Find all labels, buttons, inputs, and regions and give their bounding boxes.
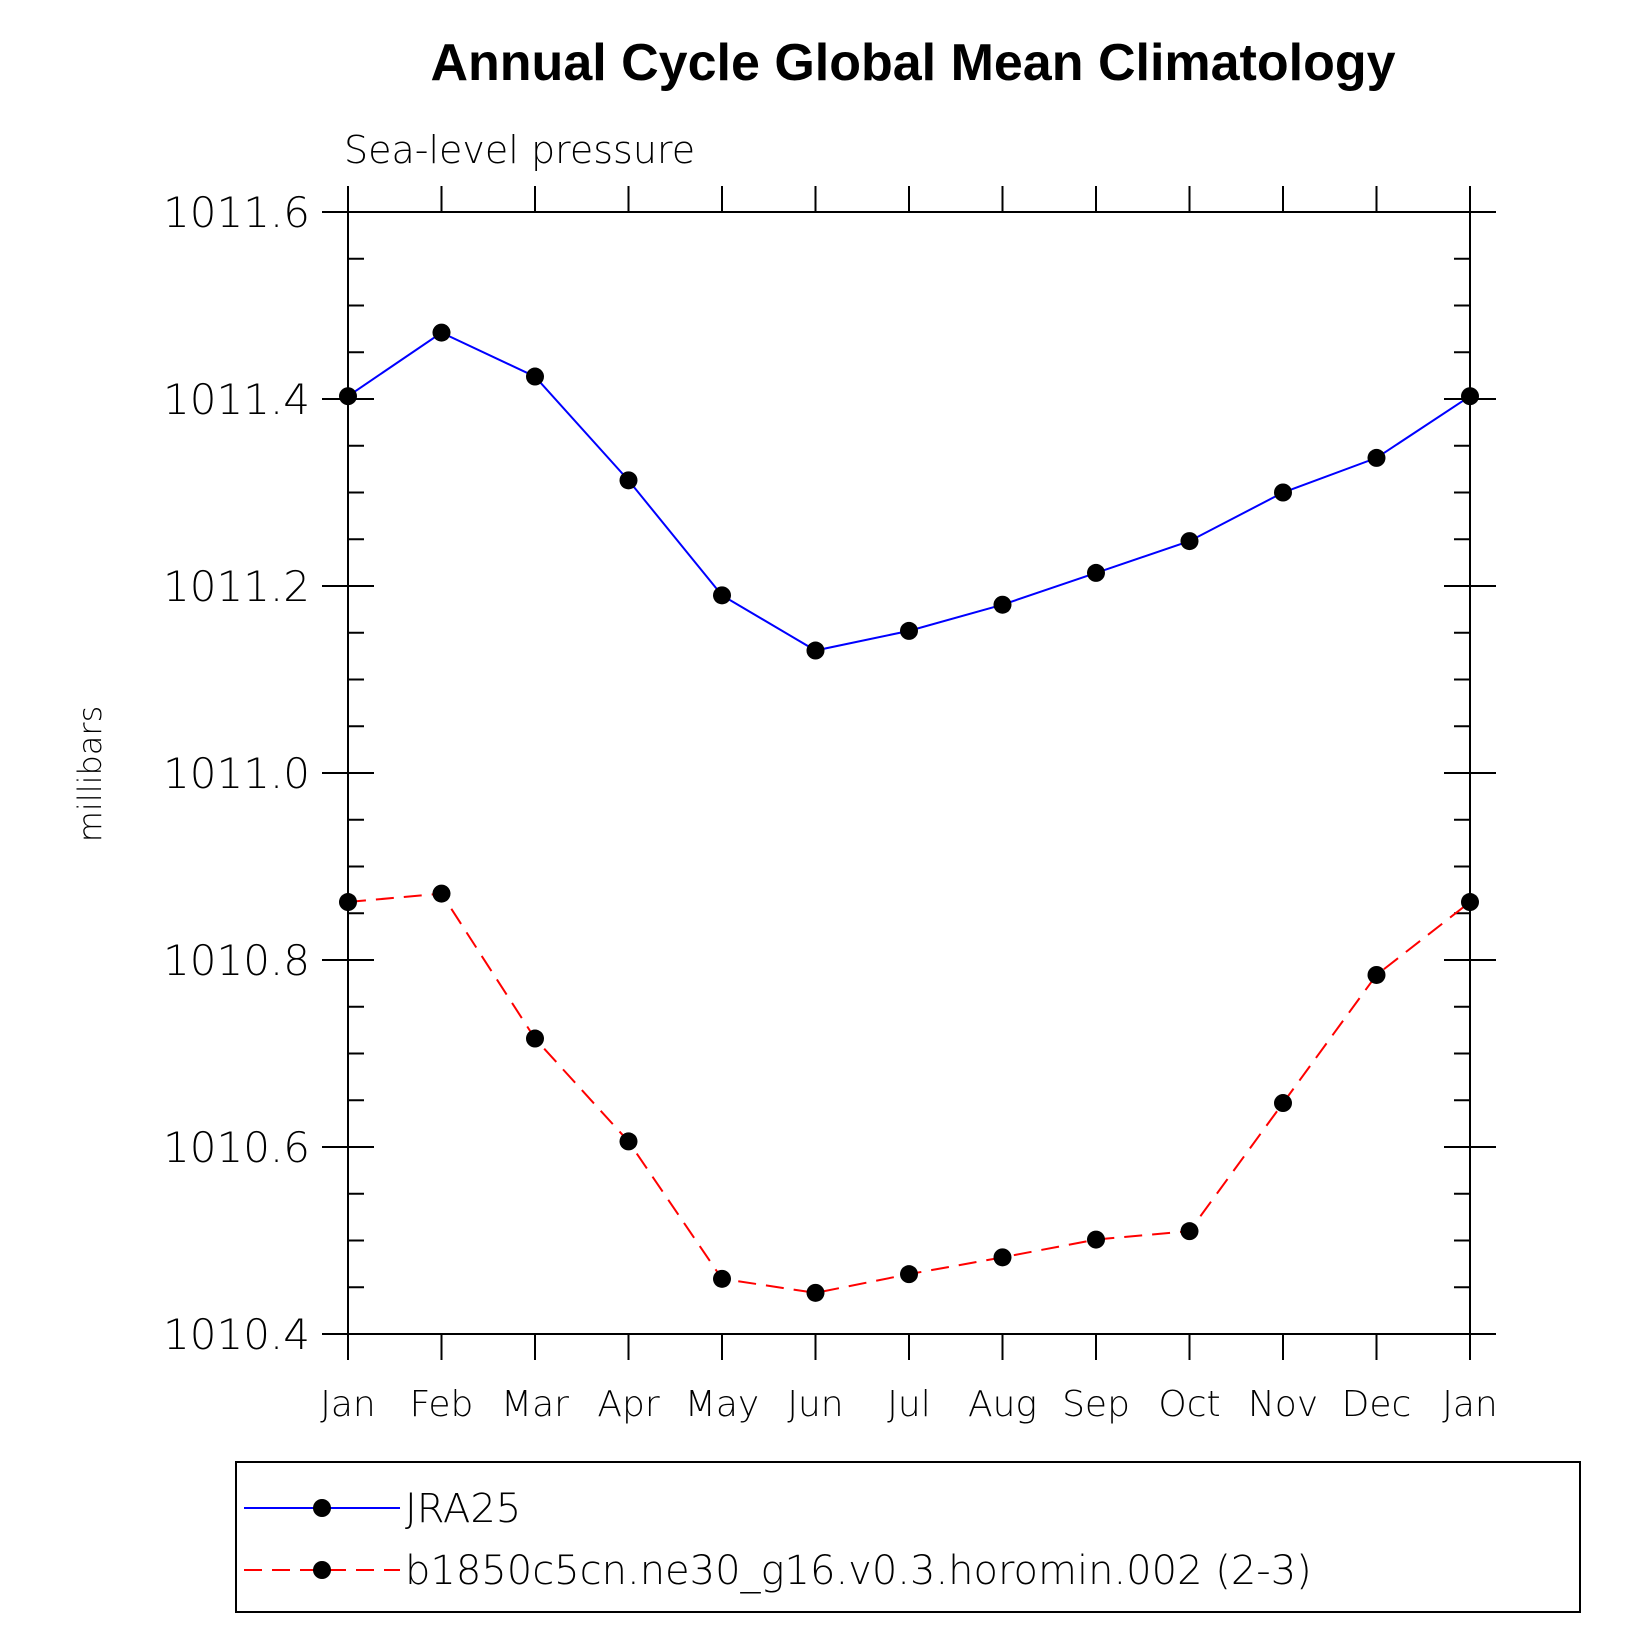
legend-box	[235, 1461, 1581, 1613]
data-point-s0-11	[1367, 448, 1386, 467]
data-point-s0-10	[1274, 483, 1292, 502]
data-point-s1-2	[526, 1029, 544, 1048]
data-point-s0-6	[900, 621, 918, 640]
plot-border	[347, 211, 1471, 1335]
data-point-s1-10	[1274, 1094, 1292, 1113]
series-line-1	[347, 892, 1471, 1294]
data-point-s1-6	[900, 1265, 918, 1284]
legend: JRA25 b1850c5cn.ne30_g16.v0.3.horomin.00…	[235, 1461, 1581, 1613]
data-point-s1-1	[432, 884, 451, 903]
data-point-s0-3	[619, 471, 638, 490]
y-tick-labels: 1010.4 1010.6 1010.8 1011.0 1011.2 1011.4 1011…	[163, 188, 310, 1359]
data-point-s0-0	[339, 387, 357, 406]
series-line-0	[347, 331, 1471, 652]
data-point-s1-11	[1367, 965, 1386, 984]
x-tick-label: Mar	[501, 1384, 569, 1425]
data-point-s0-2	[526, 367, 544, 386]
data-point-s1-3	[619, 1132, 638, 1151]
data-point-s0-4	[713, 586, 731, 605]
x-tick-label: Nov	[1248, 1384, 1318, 1425]
x-tick-label: Aug	[968, 1384, 1037, 1425]
x-tick-label: Sep	[1062, 1384, 1130, 1425]
series-group	[339, 323, 1479, 1302]
x-tick-label: Jan	[320, 1384, 376, 1425]
data-point-s0-8	[1087, 563, 1105, 582]
y-tick-label: 1011.2	[163, 562, 310, 611]
y-tick-label: 1010.8	[163, 936, 310, 985]
data-point-s1-4	[713, 1269, 731, 1288]
y-tick-label: 1010.6	[163, 1123, 310, 1172]
data-point-s1-0	[339, 893, 357, 912]
x-tick-label: Feb	[410, 1384, 474, 1425]
data-point-s0-9	[1180, 532, 1199, 551]
data-point-s0-5	[806, 641, 825, 660]
x-tick-label: Jun	[787, 1384, 843, 1425]
chart-title: Annual Cycle Global Mean Climatology	[430, 34, 1395, 92]
data-point-s1-12	[1461, 893, 1479, 912]
y-tick-label: 1011.0	[163, 749, 310, 798]
x-tick-label: Apr	[597, 1384, 659, 1425]
x-tick-label: Oct	[1158, 1384, 1220, 1425]
data-point-s1-5	[806, 1283, 825, 1302]
chart-subtitle: Sea-level pressure	[344, 128, 695, 172]
data-point-s0-12	[1461, 387, 1479, 406]
y-tick-label: 1010.4	[163, 1310, 310, 1359]
y-axis-label: millibars	[71, 706, 109, 842]
data-point-s1-8	[1087, 1230, 1105, 1249]
legend-label-jra25: JRA25	[405, 1486, 521, 1532]
legend-marker-model	[313, 1561, 331, 1579]
y-tick-label: 1011.6	[163, 188, 310, 237]
data-point-s0-1	[432, 323, 451, 342]
data-point-s1-9	[1180, 1222, 1199, 1241]
data-point-s1-7	[993, 1248, 1012, 1267]
x-tick-label: Dec	[1342, 1384, 1412, 1425]
x-tick-label: May	[685, 1384, 759, 1425]
y-tick-label: 1011.4	[163, 375, 310, 424]
plot-frame	[322, 186, 1496, 1360]
x-tick-label: Jul	[887, 1384, 930, 1425]
legend-marker-jra25	[313, 1499, 331, 1517]
x-tick-labels: Jan Feb Mar Apr May Jun Jul Aug Sep Oct Nov Dec Jan	[320, 1384, 1498, 1425]
x-tick-label: Jan	[1442, 1384, 1498, 1425]
data-point-s0-7	[993, 595, 1012, 614]
legend-label-model: b1850c5cn.ne30_g16.v0.3.horomin.002 (2-3…	[405, 1548, 1312, 1594]
